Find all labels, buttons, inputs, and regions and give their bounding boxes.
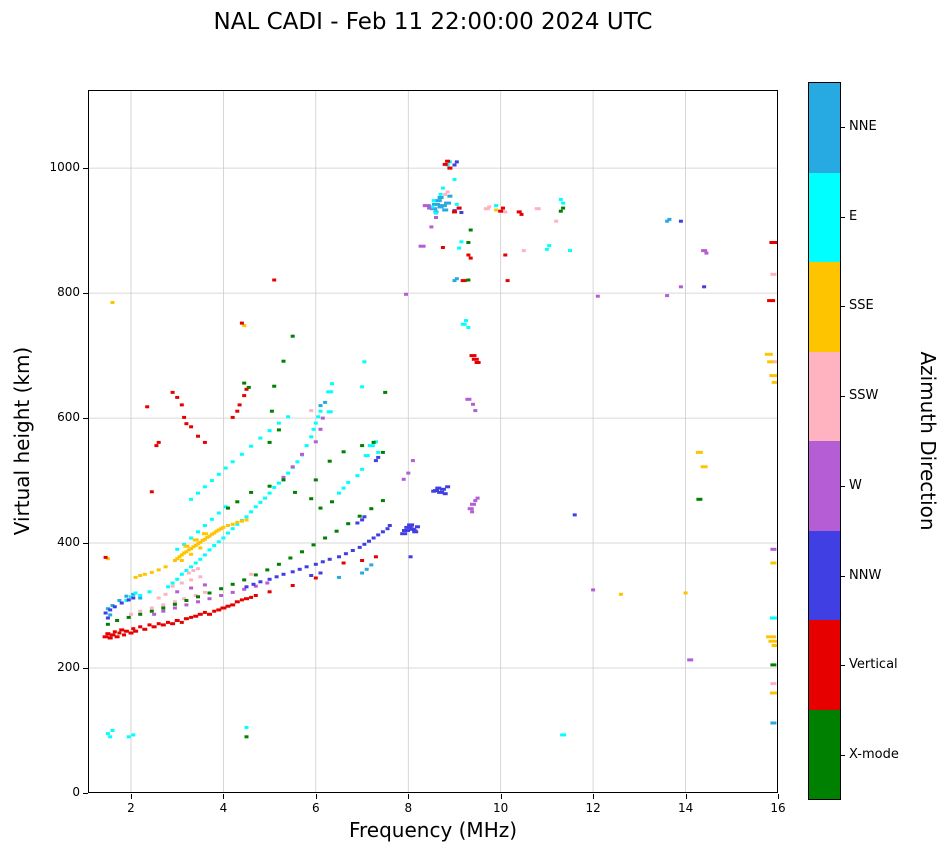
y-tick: [83, 668, 88, 669]
x-tick-label: 14: [677, 801, 694, 815]
x-axis-label: Frequency (MHz): [348, 818, 518, 842]
x-tick: [685, 794, 687, 799]
colorbar-label-ssw: SSW: [849, 388, 879, 404]
y-tick-label: 1000: [49, 160, 80, 175]
x-tick-label: 4: [219, 801, 228, 815]
x-tick-label: 10: [493, 801, 509, 815]
colorbar-tick: [841, 216, 845, 218]
colorbar-label-sse: SSE: [849, 298, 874, 314]
colorbar-tick: [841, 485, 845, 487]
colorbar-label-nnw: NNW: [849, 567, 882, 583]
y-tick-label: 0: [72, 785, 80, 799]
x-tick-label: 8: [404, 801, 413, 815]
y-tick-label: 200: [57, 660, 80, 674]
colorbar-title: Azimuth Direction: [916, 351, 940, 531]
colorbar-label-e: E: [849, 208, 858, 224]
x-tick-label: 6: [311, 801, 320, 815]
colorbar-segment-nne: [809, 83, 840, 173]
x-tick-label: 12: [585, 801, 601, 815]
x-tick-label: 2: [127, 801, 135, 815]
y-tick: [83, 418, 88, 420]
x-tick-label: 16: [770, 801, 786, 815]
colorbar-tick: [841, 306, 845, 308]
scatter-canvas: [88, 90, 778, 793]
colorbar: [808, 82, 841, 800]
x-tick: [315, 794, 317, 799]
y-tick: [83, 168, 88, 170]
y-tick-label: 800: [57, 285, 80, 300]
colorbar-label-vertical: Vertical: [849, 657, 898, 673]
x-tick: [408, 794, 410, 799]
colorbar-label-x-mode: X-mode: [849, 747, 899, 763]
colorbar-tick: [841, 665, 845, 667]
x-tick: [778, 794, 779, 799]
y-tick: [83, 293, 88, 295]
colorbar-segment-x-mode: [809, 709, 840, 799]
colorbar-segment-vertical: [809, 620, 840, 710]
colorbar-segment-e: [809, 172, 840, 262]
x-tick: [223, 794, 225, 799]
x-tick: [500, 794, 502, 799]
colorbar-tick: [841, 396, 845, 398]
colorbar-tick: [841, 126, 845, 128]
x-tick: [131, 794, 132, 799]
y-tick: [83, 793, 88, 794]
colorbar-segment-nnw: [809, 530, 840, 620]
colorbar-tick: [841, 755, 845, 757]
colorbar-label-w: W: [849, 477, 862, 493]
y-tick: [83, 543, 88, 544]
y-tick-label: 600: [57, 410, 80, 425]
chart-title: NAL CADI - Feb 11 22:00:00 2024 UTC: [213, 9, 653, 35]
y-tick-label: 400: [57, 535, 80, 549]
colorbar-label-nne: NNE: [849, 118, 877, 134]
plot-area: [88, 90, 778, 793]
colorbar-segment-ssw: [809, 351, 840, 441]
y-axis-label: Virtual height (km): [10, 346, 34, 536]
colorbar-tick: [841, 575, 845, 577]
x-tick: [593, 794, 595, 799]
colorbar-segment-w: [809, 441, 840, 531]
colorbar-segment-sse: [809, 262, 840, 352]
